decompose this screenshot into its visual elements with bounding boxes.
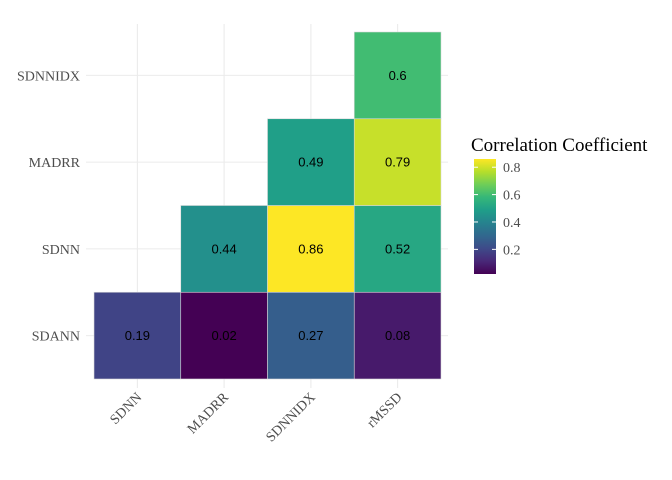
cell-value-label: 0.6 — [389, 68, 407, 83]
cell-value-label: 0.79 — [385, 155, 410, 170]
cell-value-label: 0.19 — [125, 328, 150, 343]
y-tick-label: SDANN — [32, 330, 80, 345]
heatmap-cell — [353, 118, 442, 206]
legend-ticks: 0.2 0.4 0.6 0.8 — [474, 161, 521, 258]
heatmap-cell — [353, 291, 442, 380]
legend-tick-label: 0.8 — [503, 161, 521, 176]
x-tick-label: rMSSD — [365, 390, 406, 431]
x-tick-label: MADRR — [185, 390, 232, 437]
heatmap-cell — [180, 291, 268, 380]
legend-tick-label: 0.6 — [503, 189, 521, 204]
cell-value-label: 0.08 — [385, 328, 410, 343]
cell-value-label: 0.86 — [298, 241, 323, 256]
cell-value-label: 0.27 — [298, 328, 323, 343]
legend-title: Correlation Coefficient — [471, 135, 648, 156]
heatmap-cells — [93, 31, 442, 380]
legend-colorbar — [474, 159, 496, 274]
legend: Correlation Coefficient 0.2 0.4 0.6 0.8 — [471, 135, 648, 274]
cell-value-label: 0.49 — [298, 155, 323, 170]
y-axis-tick-labels: SDANN SDNN MADRR SDNNIDX — [17, 69, 81, 344]
legend-tick-label: 0.4 — [503, 216, 521, 231]
cell-value-label: 0.02 — [211, 328, 236, 343]
heatmap-cell — [267, 291, 355, 380]
cell-value-label: 0.44 — [211, 241, 236, 256]
y-tick-label: SDNNIDX — [17, 69, 80, 84]
legend-tick-label: 0.2 — [503, 243, 521, 258]
x-axis-tick-labels: SDNN MADRR SDNNIDX rMSSD — [108, 390, 406, 446]
heatmap-cell — [267, 118, 355, 206]
heatmap-cell — [267, 205, 355, 293]
x-tick-label: SDNNIDX — [264, 390, 319, 445]
heatmap-cell — [353, 31, 442, 120]
y-tick-label: MADRR — [29, 156, 81, 171]
heatmap-cell — [93, 291, 182, 380]
cell-value-label: 0.52 — [385, 241, 410, 256]
y-tick-label: SDNN — [42, 243, 80, 258]
x-tick-label: SDNN — [108, 390, 146, 428]
cell-value-labels: 0.19 0.02 0.27 0.08 0.44 0.86 0.52 0.49 0.79 0.6 — [125, 68, 411, 343]
